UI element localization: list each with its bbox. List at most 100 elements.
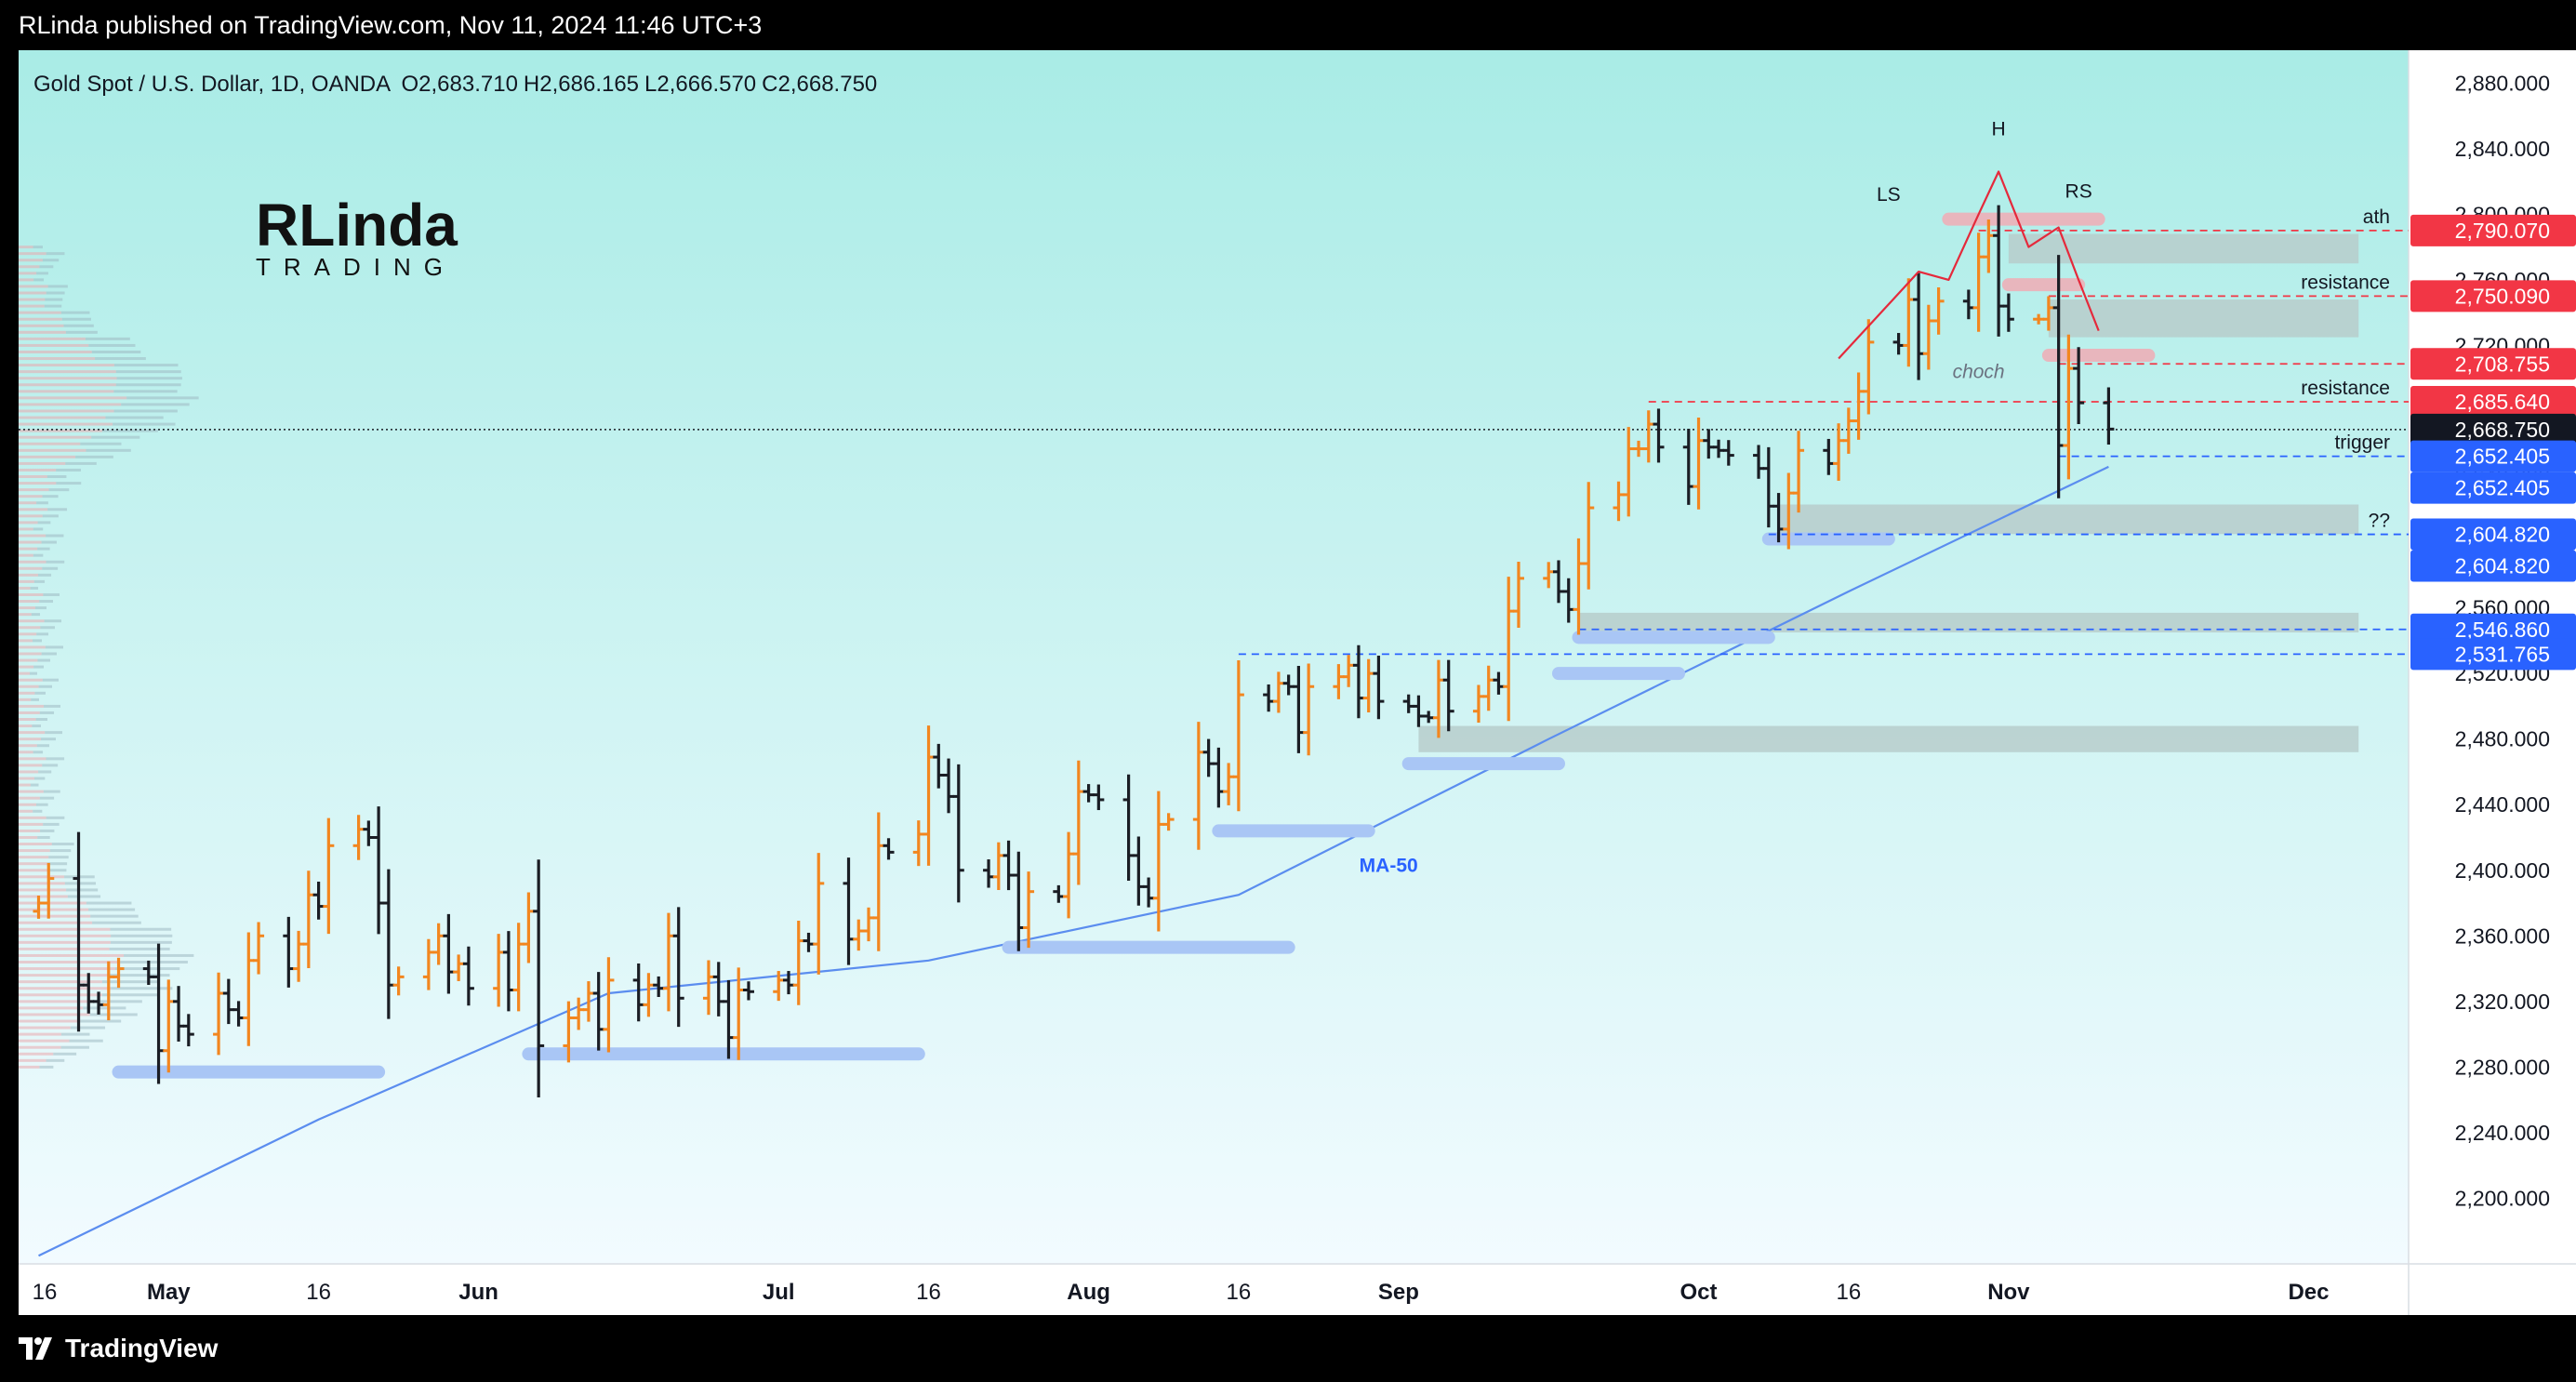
time-axis[interactable] bbox=[19, 1264, 2576, 1315]
y-tick-label: 2,320.000 bbox=[2455, 990, 2550, 1014]
volume-bar-down bbox=[101, 429, 158, 432]
volume-bar-down bbox=[39, 796, 55, 800]
volume-bar-down bbox=[110, 927, 172, 931]
ohlc-bar[interactable] bbox=[113, 957, 125, 989]
volume-bar-up bbox=[19, 665, 34, 669]
volume-bar-down bbox=[48, 856, 69, 859]
ohlc-bar[interactable] bbox=[1232, 660, 1244, 812]
ohlc-bar[interactable] bbox=[883, 838, 895, 860]
ohlc-bar[interactable] bbox=[1512, 561, 1524, 629]
ohlc-bar[interactable] bbox=[1093, 784, 1105, 811]
tradingview-brand[interactable]: TradingView bbox=[19, 1332, 218, 1365]
volume-bar-down bbox=[34, 691, 46, 695]
volume-bar-down bbox=[47, 508, 68, 512]
ohlc-bar[interactable] bbox=[2103, 387, 2115, 445]
ohlc-bar[interactable] bbox=[323, 817, 335, 935]
footer-bar: TradingView bbox=[0, 1315, 2576, 1382]
volume-bar-up bbox=[19, 803, 36, 806]
volume-bar-down bbox=[113, 390, 178, 393]
x-tick-label: 16 bbox=[1227, 1280, 1252, 1305]
volume-bar-up bbox=[19, 304, 45, 308]
ohlc-bar[interactable] bbox=[43, 862, 55, 919]
ohlc-bar[interactable] bbox=[1583, 482, 1595, 590]
ma50-line[interactable] bbox=[38, 465, 2109, 1257]
volume-bar-up bbox=[19, 390, 114, 393]
volume-bar-down bbox=[33, 579, 46, 583]
ohlc-bar[interactable] bbox=[2002, 293, 2014, 332]
volume-bar-down bbox=[35, 606, 47, 610]
volume-bar-up bbox=[19, 895, 68, 898]
x-tick-label: Aug bbox=[1067, 1280, 1110, 1305]
volume-profile bbox=[19, 246, 199, 1069]
volume-bar-down bbox=[46, 291, 65, 295]
volume-bar-up bbox=[19, 671, 31, 675]
ohlc-bar[interactable] bbox=[672, 907, 684, 1028]
ohlc-bar[interactable] bbox=[533, 859, 545, 1098]
volume-bar-up bbox=[19, 856, 49, 859]
supply-demand-zone[interactable] bbox=[1578, 612, 2359, 633]
ohlc-bar[interactable] bbox=[182, 1014, 194, 1047]
symbol-legend[interactable]: Gold Spot / U.S. Dollar, 1D, OANDA O2,68… bbox=[33, 72, 877, 97]
ohlc-bar[interactable] bbox=[952, 764, 964, 903]
price-label-box bbox=[2410, 413, 2576, 445]
supply-demand-zone[interactable] bbox=[2008, 233, 2359, 264]
volume-bar-up bbox=[19, 684, 39, 688]
volume-bar-down bbox=[115, 370, 181, 374]
ohlc-bar[interactable] bbox=[1023, 871, 1035, 949]
volume-bar-down bbox=[46, 1058, 65, 1062]
supply-demand-zone[interactable] bbox=[2048, 299, 2359, 338]
ohlc-bar[interactable] bbox=[1162, 813, 1175, 831]
volume-bar-down bbox=[80, 1019, 122, 1023]
volume-bar-down bbox=[37, 835, 50, 839]
ohlc-bar[interactable] bbox=[2073, 347, 2085, 424]
ohlc-bar[interactable] bbox=[1793, 431, 1805, 513]
volume-bar-up bbox=[19, 738, 42, 741]
ohlc-bar[interactable] bbox=[462, 946, 474, 1006]
ohlc-bar[interactable] bbox=[1303, 663, 1315, 756]
ohlc-bar[interactable] bbox=[813, 853, 825, 975]
volume-bar-down bbox=[105, 416, 164, 419]
price-label-box bbox=[2410, 214, 2576, 246]
ohlc-bar[interactable] bbox=[1932, 287, 1945, 335]
ohlc-bar[interactable] bbox=[253, 922, 265, 975]
volume-bar-down bbox=[63, 324, 94, 327]
price-label: 2,531.765 bbox=[2455, 642, 2550, 666]
price-label: 2,668.750 bbox=[2455, 418, 2550, 442]
ohlc-bar[interactable] bbox=[1442, 659, 1454, 732]
x-tick-label: 16 bbox=[1836, 1280, 1861, 1305]
volume-bar-up bbox=[19, 324, 64, 327]
ohlc-bar[interactable] bbox=[1373, 656, 1385, 720]
head-shoulders-path[interactable] bbox=[1838, 170, 2100, 360]
ohlc-bar[interactable] bbox=[392, 966, 405, 996]
ohlc-bar[interactable] bbox=[603, 957, 615, 1053]
price-label-box bbox=[2410, 613, 2576, 645]
volume-bar-up bbox=[19, 862, 48, 866]
volume-bar-down bbox=[38, 684, 53, 688]
volume-bar-down bbox=[41, 738, 57, 741]
volume-bar-up bbox=[19, 790, 44, 793]
volume-bar-down bbox=[37, 547, 50, 551]
volume-bar-down bbox=[95, 357, 146, 361]
supply-demand-zone[interactable] bbox=[1778, 504, 2359, 535]
volume-bar-up bbox=[19, 330, 66, 334]
volume-bar-down bbox=[46, 534, 64, 538]
volume-bar-down bbox=[61, 317, 91, 321]
volume-bar-up bbox=[19, 252, 46, 256]
ohlc-bar[interactable] bbox=[1653, 408, 1665, 463]
ohlc-bar[interactable] bbox=[1722, 440, 1734, 466]
ohlc-bars[interactable] bbox=[33, 205, 2115, 1098]
volume-bar-down bbox=[83, 1006, 126, 1010]
ohlc-bar[interactable] bbox=[1863, 319, 1875, 415]
supply-demand-zone[interactable] bbox=[1418, 725, 2359, 752]
volume-bar-down bbox=[39, 265, 54, 269]
x-tick-label: 16 bbox=[916, 1280, 941, 1305]
ohlc-bar[interactable] bbox=[742, 981, 754, 1001]
volume-bar-down bbox=[44, 704, 61, 708]
price-chart[interactable]: MA-50 ath resistance resistance trigger?? LS H… bbox=[19, 50, 2576, 1315]
volume-bar-down bbox=[42, 566, 59, 570]
volume-bar-down bbox=[80, 442, 122, 445]
volume-bar-up bbox=[19, 783, 31, 787]
volume-bar-up bbox=[19, 835, 38, 839]
volume-bar-down bbox=[41, 652, 58, 656]
y-tick-label: 2,880.000 bbox=[2455, 71, 2550, 95]
